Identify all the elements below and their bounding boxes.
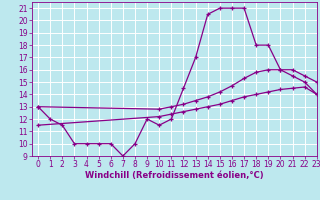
X-axis label: Windchill (Refroidissement éolien,°C): Windchill (Refroidissement éolien,°C) — [85, 171, 264, 180]
